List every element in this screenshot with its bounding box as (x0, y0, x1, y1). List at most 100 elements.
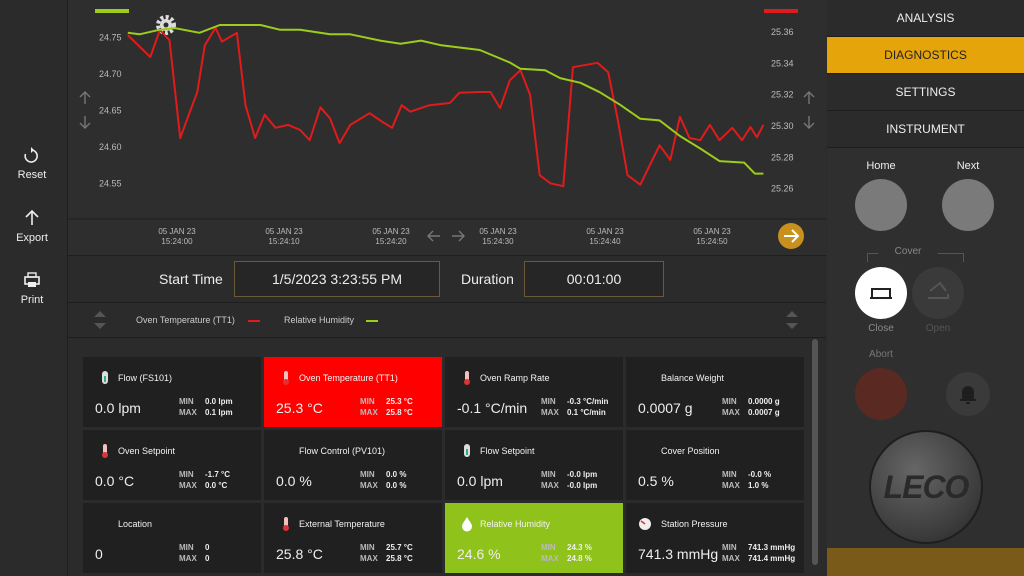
y-scroll-arrows[interactable] (79, 91, 91, 129)
tile: Oven Ramp Rate -0.1 °C/min MIN MAX -0.3 °C/m… (445, 357, 623, 427)
tile-max-label: MAX (541, 554, 559, 563)
x-tick-label: 05 JAN 23 (265, 227, 303, 236)
yticks-label: 24.75 (99, 32, 122, 42)
tile-min-label: MIN (541, 470, 556, 479)
legend-swatch (248, 320, 260, 322)
scrollbar[interactable] (812, 339, 818, 565)
home-button[interactable] (855, 179, 907, 231)
start-time-label: Start Time (159, 271, 223, 287)
tile-value: 25.8 °C (276, 546, 323, 562)
tile-max: 1.0 % (748, 481, 769, 490)
tile-max: 0.1 °C/min (567, 408, 606, 417)
tile-max: 0.0 % (386, 481, 407, 490)
logo-text: LECO (883, 469, 970, 505)
duration-label: Duration (461, 271, 514, 287)
tile: Oven Temperature (TT1) 25.3 °C MIN MAX 25.3 … (264, 357, 442, 427)
next-circle-button[interactable] (942, 179, 994, 231)
tile-min-label: MIN (541, 543, 556, 552)
tile-value: 741.3 mmHg (638, 546, 719, 562)
close-button[interactable] (855, 267, 907, 319)
tab[interactable]: SETTINGS (827, 74, 1024, 111)
alarm-button[interactable] (946, 372, 990, 416)
tile: Cover Position 0.5 % MIN MAX -0.0 % 1.0 % (626, 430, 804, 500)
x-tick-label: 15:24:50 (696, 237, 728, 246)
tile-value: 0.0 °C (95, 473, 135, 489)
tile-max-label: MAX (179, 554, 197, 563)
tile-title: External Temperature (299, 519, 385, 529)
y2ticks-label: 25.26 (771, 184, 794, 194)
tile-min: 25.3 °C (386, 397, 413, 406)
abort-button[interactable] (855, 368, 907, 420)
time-row: Start Time 1/5/2023 3:23:55 PM Duration … (68, 255, 826, 302)
tile-max: 25.8 °C (386, 554, 413, 563)
tile-value: 0.0007 g (638, 400, 693, 416)
bottom-bar[interactable] (827, 548, 1024, 576)
tile-title: Oven Ramp Rate (480, 373, 550, 383)
tile-max: 741.4 mmHg (748, 554, 796, 563)
x-tick-label: 15:24:10 (268, 237, 300, 246)
tab[interactable]: ANALYSIS (827, 0, 1024, 37)
legend-label: Relative Humidity (284, 315, 355, 325)
tab[interactable]: DIAGNOSTICS (827, 37, 1024, 74)
y2ticks-label: 25.36 (771, 27, 794, 37)
tile-min: 0 (205, 543, 210, 552)
tile-max-label: MAX (722, 408, 740, 417)
tile: Balance Weight 0.0007 g MIN MAX 0.0000 g 0.00… (626, 357, 804, 427)
y2-axis-indicator (764, 9, 798, 13)
y2-scroll-arrows[interactable] (803, 91, 815, 129)
y2ticks-label: 25.28 (771, 152, 794, 162)
right-panel: Home Next Cover Close Open Abort LECO AN… (827, 0, 1024, 576)
print-button[interactable]: Print (20, 294, 44, 306)
tile: Station Pressure 741.3 mmHg MIN MAX 741.3 mm… (626, 503, 804, 573)
tile-title: Location (118, 519, 153, 529)
x-tick-label: 05 JAN 23 (586, 227, 624, 236)
tile-max-label: MAX (179, 481, 197, 490)
tile-title: Oven Setpoint (118, 446, 176, 456)
tile-max-label: MAX (722, 481, 740, 490)
x-tick-label: 05 JAN 23 (479, 227, 517, 236)
open-label: Open (925, 323, 951, 334)
reset-button[interactable]: Reset (17, 169, 47, 181)
tile-min-label: MIN (360, 397, 375, 406)
tile: Flow (FS101) 0.0 lpm MIN MAX 0.0 lpm 0.1 lpm (83, 357, 261, 427)
duration-field[interactable]: 00:01:00 (524, 261, 664, 297)
tile-min-label: MIN (179, 397, 194, 406)
legend-label: Oven Temperature (TT1) (136, 315, 235, 325)
tile-min: 0.0 lpm (205, 397, 233, 406)
tile-max: 0.0 °C (205, 481, 228, 490)
tile-max-label: MAX (360, 554, 378, 563)
tile-min-label: MIN (179, 543, 194, 552)
start-time-field[interactable]: 1/5/2023 3:23:55 PM (234, 261, 440, 297)
chart: 24.55 24.60 24.65 24.70 24.75 25.26 25.28 25.30… (68, 0, 826, 255)
legend-scroll[interactable] (784, 308, 800, 332)
x-tick-label: 15:24:00 (161, 237, 193, 246)
tile-icon (464, 371, 470, 385)
x-tick-label: 15:24:40 (589, 237, 621, 246)
chart-bg (68, 0, 826, 255)
tile-min: -0.0 % (748, 470, 772, 479)
tile-min: 0.0000 g (748, 397, 780, 406)
series-line (127, 26, 765, 188)
tile-max: 0.1 lpm (205, 408, 233, 417)
y2ticks-label: 25.30 (771, 121, 794, 131)
tile-min: -0.0 lpm (567, 470, 598, 479)
tile-max-label: MAX (360, 408, 378, 417)
tile-min: 24.3 % (567, 543, 592, 552)
tile-value: 24.6 % (457, 546, 501, 562)
x-scroll-arrows[interactable] (427, 230, 465, 242)
y2ticks-label: 25.34 (771, 58, 794, 68)
tile: External Temperature 25.8 °C MIN MAX 25.7 °C… (264, 503, 442, 573)
tile-value: 0.5 % (638, 473, 674, 489)
tab[interactable]: INSTRUMENT (827, 111, 1024, 148)
yticks-label: 24.65 (99, 105, 122, 115)
tile-title: Flow (FS101) (118, 373, 173, 383)
next-arrow (784, 229, 800, 243)
open-button[interactable] (912, 267, 964, 319)
x-tick-label: 05 JAN 23 (372, 227, 410, 236)
legend-scroll[interactable] (92, 308, 108, 332)
tile-icon (102, 371, 108, 384)
export-button[interactable]: Export (16, 232, 48, 244)
tile-min-label: MIN (722, 470, 737, 479)
close-label: Close (868, 323, 894, 334)
